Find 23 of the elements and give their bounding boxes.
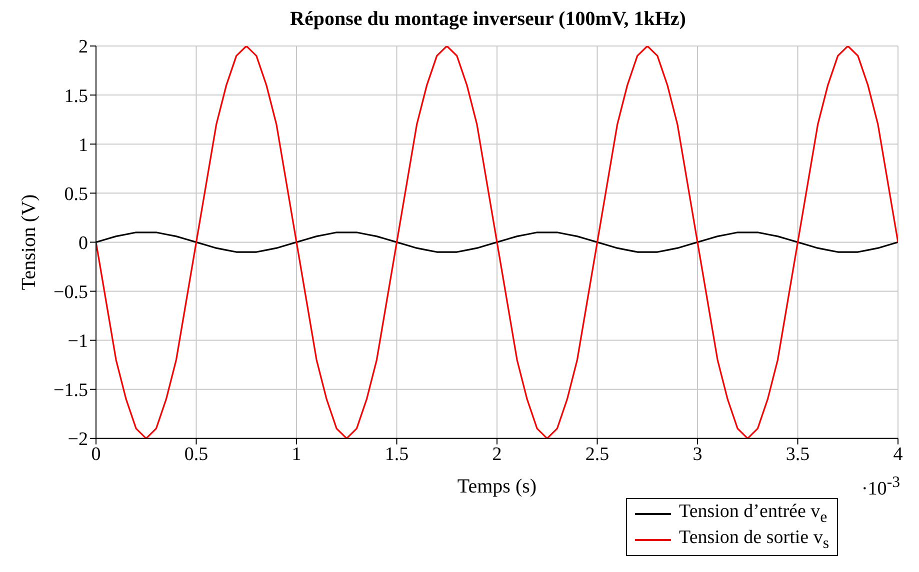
legend-label: Tension de sortie v$_{s}$ <box>679 527 829 553</box>
y-tick-label: −0.5 <box>54 282 88 303</box>
y-tick-label: 0.5 <box>64 184 88 205</box>
x-tick-label: 4 <box>893 444 904 465</box>
x-tick-label: 2 <box>492 444 502 465</box>
x-tick-label: 0.5 <box>184 444 208 465</box>
legend-label: Tension d’entrée v$_{e}$ <box>679 501 828 528</box>
x-tick-label: 2.5 <box>585 444 610 465</box>
y-axis-title: Tension (V) <box>18 194 40 290</box>
text: ·10$^{-3}$ <box>861 474 900 500</box>
y-tick-label: −1.5 <box>54 380 88 402</box>
x-tick-label: 1.5 <box>384 444 409 465</box>
chart-title: Réponse du montage inverseur (100mV, 1kHz) <box>289 8 687 32</box>
x-tick-label: 3 <box>692 444 702 465</box>
y-tick-label: −1 <box>68 331 88 352</box>
y-tick-label: 1 <box>78 134 88 156</box>
x-tick-label: 1 <box>292 444 302 465</box>
y-tick-label: 2 <box>78 36 88 58</box>
x-tick-label: 3.5 <box>786 444 810 465</box>
x-axis-title: Temps (s) <box>457 475 537 498</box>
y-tick-label: −2 <box>68 429 88 450</box>
y-tick-label: 0 <box>78 232 88 254</box>
y-tick-label: 1.5 <box>64 86 88 107</box>
